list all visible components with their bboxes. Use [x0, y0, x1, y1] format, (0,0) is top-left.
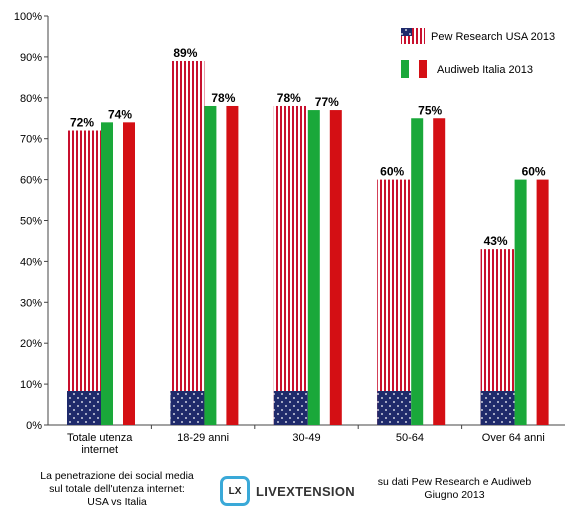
- italy-bar-red: [433, 118, 446, 425]
- logo-badge: LX: [220, 476, 250, 506]
- italy-bar-green: [514, 179, 527, 425]
- italy-bar-green: [307, 110, 320, 425]
- y-tick-label: 20%: [20, 338, 42, 350]
- y-tick-label: 50%: [20, 216, 42, 228]
- footer-caption-line: sul totale dell'utenza internet:: [49, 483, 185, 495]
- usa-bar-stars: [170, 391, 205, 425]
- italy-data-label: 60%: [522, 165, 546, 179]
- x-category-label: Totale utenza: [67, 432, 133, 444]
- italy-data-label: 74%: [108, 107, 132, 121]
- legend-label-usa: Pew Research USA 2013: [431, 31, 555, 43]
- y-tick-label: 90%: [20, 52, 42, 64]
- italy-data-label: 77%: [315, 95, 339, 109]
- italy-bar-green: [101, 122, 113, 425]
- usa-flag-stars-icon: [401, 28, 412, 36]
- italy-flag-red-icon: [419, 60, 427, 78]
- y-tick-label: 80%: [20, 93, 42, 105]
- x-category-label: 50-64: [396, 432, 424, 444]
- usa-bar: [170, 60, 205, 426]
- italy-flag-green-icon: [401, 60, 409, 78]
- legend-label-italy: Audiweb Italia 2013: [437, 64, 533, 76]
- italy-bar-green: [204, 105, 217, 425]
- usa-bar: [377, 179, 412, 425]
- italy-bar-red: [329, 110, 342, 425]
- usa-data-label: 89%: [173, 46, 197, 60]
- y-tick-label: 100%: [14, 11, 42, 23]
- usa-bar-stars: [480, 391, 515, 425]
- usa-bar-stars: [377, 391, 412, 425]
- x-category-label: 30-49: [292, 432, 320, 444]
- footer-source-line: su dati Pew Research e Audiweb: [377, 476, 532, 488]
- usa-bar-stars: [273, 391, 308, 425]
- livextension-logo: LX LIVEXTENSION: [220, 474, 355, 508]
- bar-chart: 0% 10% 20% 30% 40% 50% 60% 70% 80% 90% 100% Totale…: [14, 11, 565, 456]
- usa-data-label: 43%: [484, 234, 508, 248]
- footer-caption-line: La penetrazione dei social media: [40, 470, 194, 482]
- logo-text: LIVEXTENSION: [256, 483, 355, 499]
- italy-data-label: 75%: [418, 103, 442, 117]
- italy-data-label: 78%: [211, 91, 235, 105]
- y-tick-label: 40%: [20, 256, 42, 268]
- usa-bar: [67, 130, 101, 425]
- italy-bar-red: [536, 179, 549, 425]
- footer-caption: La penetrazione dei social media sul tot…: [22, 470, 212, 509]
- italy-bar-green: [411, 118, 424, 425]
- footer-source: su dati Pew Research e Audiweb Giugno 20…: [362, 476, 547, 502]
- y-tick-label: 30%: [20, 297, 42, 309]
- italy-bar-red: [226, 105, 239, 425]
- x-category-label: Over 64 anni: [482, 432, 545, 444]
- y-tick-label: 0%: [26, 420, 42, 432]
- footer-caption-line: USA vs Italia: [87, 496, 147, 508]
- usa-bar-stars: [67, 391, 101, 425]
- y-tick-label: 70%: [20, 134, 42, 146]
- usa-data-label: 78%: [277, 91, 301, 105]
- legend: Pew Research USA 2013 Audiweb Italia 2013: [401, 28, 555, 78]
- usa-data-label: 60%: [380, 165, 404, 179]
- italy-bar-red: [123, 122, 135, 425]
- usa-bar: [273, 105, 308, 425]
- y-tick-label: 10%: [20, 379, 42, 391]
- x-category-label: 18-29 anni: [177, 432, 229, 444]
- y-tick-label: 60%: [20, 175, 42, 187]
- x-category-label: internet: [81, 444, 118, 456]
- footer-source-line: Giugno 2013: [424, 489, 485, 501]
- usa-data-label: 72%: [70, 116, 94, 130]
